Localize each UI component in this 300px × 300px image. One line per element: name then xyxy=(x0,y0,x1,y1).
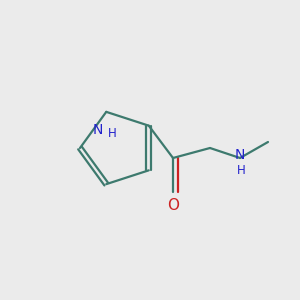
Text: N: N xyxy=(235,148,245,162)
Text: N: N xyxy=(93,123,104,137)
Text: H: H xyxy=(108,128,117,140)
Text: O: O xyxy=(167,199,179,214)
Text: H: H xyxy=(237,164,245,178)
